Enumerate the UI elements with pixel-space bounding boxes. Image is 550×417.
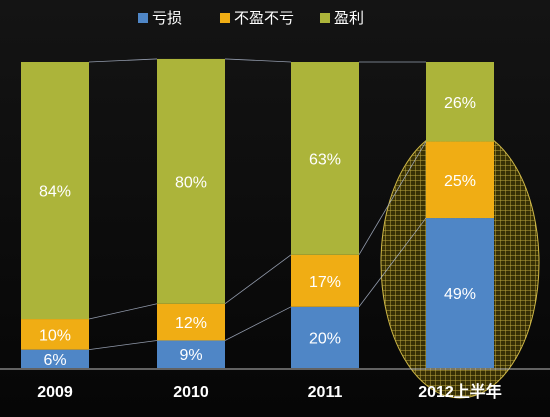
data-label: 9% bbox=[179, 347, 202, 364]
bar-2009-series-1 bbox=[21, 319, 89, 350]
connector-line bbox=[224, 306, 292, 341]
connector-line bbox=[358, 141, 427, 255]
bar-2012-series-1 bbox=[426, 141, 494, 219]
legend: 亏损 不盈不亏 盈利 bbox=[138, 10, 364, 27]
bar-2010-series-0 bbox=[157, 340, 225, 368]
data-label: 49% bbox=[444, 286, 476, 303]
legend-swatch-2 bbox=[320, 13, 330, 23]
x-tick-label: 2011 bbox=[308, 384, 343, 401]
connector-line bbox=[224, 58, 292, 63]
x-tick-label: 2012上半年 bbox=[418, 382, 502, 401]
data-label: 6% bbox=[43, 352, 66, 369]
connector-line bbox=[88, 58, 158, 63]
legend-label-0: 亏损 bbox=[152, 10, 182, 27]
bar-2012-series-0 bbox=[426, 218, 494, 368]
connector-line bbox=[88, 340, 158, 351]
bar-2009-series-0 bbox=[21, 349, 89, 368]
data-label: 25% bbox=[444, 173, 476, 190]
bar-2010-series-2 bbox=[157, 58, 225, 304]
legend-label-1: 不盈不亏 bbox=[234, 10, 294, 27]
data-label: 17% bbox=[309, 274, 341, 291]
legend-swatch-1 bbox=[220, 13, 230, 23]
bar-2010-series-1 bbox=[157, 303, 225, 341]
data-label: 12% bbox=[175, 315, 207, 332]
bar-2011-series-2 bbox=[291, 62, 359, 255]
connector-lines bbox=[88, 58, 427, 351]
data-label: 84% bbox=[39, 184, 71, 201]
legend-label-2: 盈利 bbox=[334, 10, 364, 27]
data-label: 63% bbox=[309, 151, 341, 168]
bar-2011-series-0 bbox=[291, 306, 359, 368]
bar-2011-series-1 bbox=[291, 254, 359, 307]
bar-2012-series-2 bbox=[426, 62, 494, 142]
legend-swatch-0 bbox=[138, 13, 148, 23]
connector-line bbox=[358, 217, 427, 308]
data-label: 10% bbox=[39, 327, 71, 344]
bars: 6% 10% 84% 9% 12% 80% 20% 17% 63% 49% 25% 26% bbox=[21, 58, 494, 369]
data-label: 20% bbox=[309, 330, 341, 347]
connector-line bbox=[88, 303, 158, 320]
x-tick-label: 2009 bbox=[37, 384, 73, 401]
bar-2009-series-2 bbox=[21, 62, 89, 320]
x-axis: 2009 2010 2011 2012上半年 bbox=[0, 368, 550, 401]
data-label: 26% bbox=[444, 95, 476, 112]
data-label: 80% bbox=[175, 174, 207, 191]
x-tick-label: 2010 bbox=[173, 384, 209, 401]
connector-line bbox=[224, 254, 292, 305]
